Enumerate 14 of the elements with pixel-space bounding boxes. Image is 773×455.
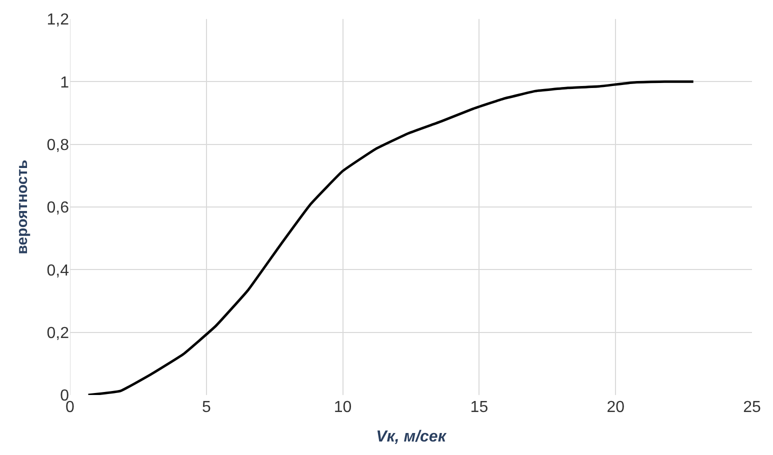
- y-axis-title: вероятность: [14, 160, 31, 254]
- x-tick-label: 20: [606, 399, 625, 416]
- y-tick-label: 0,2: [46, 324, 70, 342]
- line-series: [87, 80, 695, 395]
- y-tick-label: 1,2: [46, 12, 70, 29]
- y-tick-label: 1: [60, 74, 70, 92]
- y-tick-label: 0,4: [46, 262, 70, 280]
- x-axis-title: Vк, м/сек: [376, 428, 447, 446]
- x-tick-label: 25: [743, 399, 761, 416]
- x-tick-label: 10: [334, 399, 352, 416]
- y-tick-label: 0,8: [46, 136, 70, 154]
- x-tick-label: 5: [202, 399, 211, 416]
- y-tick-label: 0,6: [46, 200, 70, 217]
- x-tick-label: 15: [470, 399, 488, 416]
